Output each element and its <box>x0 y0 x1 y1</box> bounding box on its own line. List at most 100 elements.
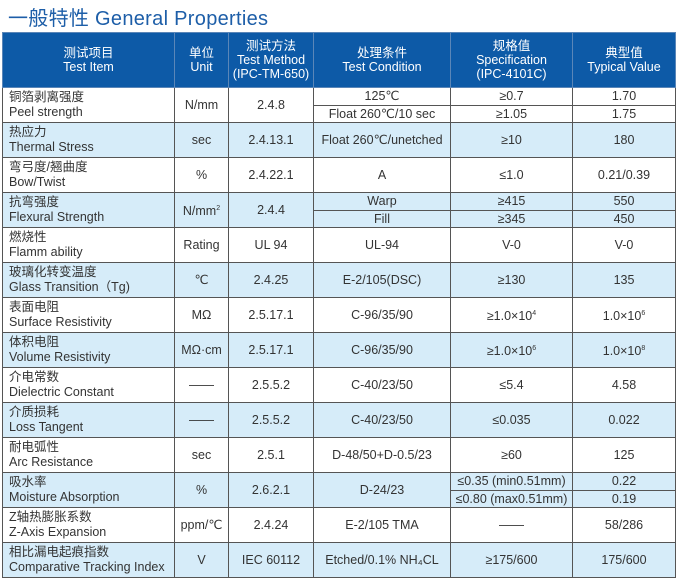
unit: sec <box>174 122 229 158</box>
condition: C-96/35/90 <box>313 332 451 368</box>
cell-text: ≥1.0×10 <box>486 309 533 324</box>
spec: ≥175/600 <box>450 542 573 578</box>
header-extra: (IPC-4101C) <box>476 67 547 81</box>
condition: Float 260℃/unetched <box>313 122 451 158</box>
cell-text: 2.6.2.1 <box>251 482 291 497</box>
item-en: Thermal Stress <box>9 140 94 154</box>
cell-text: 2.5.17.1 <box>248 307 294 322</box>
unit: Rating <box>174 227 229 263</box>
test-item: 吸水率 Moisture Absorption <box>2 472 175 508</box>
spec: —— <box>450 507 573 543</box>
header-en: Test Method <box>236 53 306 67</box>
column-header: 处理条件 Test Condition <box>313 32 451 88</box>
table-row: 吸水率 Moisture Absorption% 2.6.2.1 D-24/23 ≤0.… <box>2 472 676 508</box>
cell-text: 58/286 <box>604 517 644 532</box>
spec: ≤1.0 <box>450 157 573 193</box>
unit: ppm/℃ <box>174 507 229 543</box>
cell-text: 135 <box>613 272 635 287</box>
cell-text: % <box>195 167 208 182</box>
cell-text: C-40/23/50 <box>351 377 413 392</box>
cell-text: E-2/105 TMA <box>345 517 419 532</box>
condition: Fill <box>313 209 451 228</box>
header-zh: 典型值 <box>605 46 643 60</box>
item-zh: 介质损耗 <box>9 405 60 419</box>
item-zh: 热应力 <box>9 125 47 139</box>
item-en: Peel strength <box>9 105 83 119</box>
test-item: 表面电阻 Surface Resistivity <box>2 297 175 333</box>
spec: ≥60 <box>450 437 573 473</box>
condition: D-48/50+D-0.5/23 <box>313 437 451 473</box>
header-zh: 规格值 <box>492 39 531 53</box>
item-en: Moisture Absorption <box>9 490 120 504</box>
table-row: 耐电弧性 Arc Resistance sec 2.5.1 D-48/50+D-0.5/… <box>2 437 676 473</box>
header-zh: 测试项目 <box>63 46 114 60</box>
cell-text: V-0 <box>502 237 521 252</box>
item-zh: 体积电阻 <box>9 335 60 349</box>
cell-text: 550 <box>613 194 635 209</box>
item-zh: 耐电弧性 <box>9 440 60 454</box>
typical: 0.22 <box>572 472 676 491</box>
header-en: Test Item <box>63 60 114 74</box>
method: 2.5.17.1 <box>228 332 314 368</box>
unit: MΩ <box>174 297 229 333</box>
cell-text: ≥60 <box>501 447 522 462</box>
column-header: 规格值 Specification (IPC-4101C) <box>450 32 573 88</box>
cell-text: ≥1.05 <box>495 106 528 121</box>
condition: E-2/105 TMA <box>313 507 451 543</box>
cell-text: N/mm <box>184 97 219 112</box>
cell-text: sec <box>191 132 212 147</box>
cell-text: V <box>197 552 206 567</box>
test-item: 燃烧性 Flamm ability <box>2 227 175 263</box>
header-zh: 单位 <box>188 46 214 60</box>
cell-text: 0.21/0.39 <box>597 167 651 182</box>
cell-text: E-2/105(DSC) <box>342 272 422 287</box>
cell-text: ≤0.035 <box>492 412 531 427</box>
table-row: Z轴热膨胀系数 Z-Axis Expansion ppm/℃ 2.4.24 E-2/10… <box>2 507 676 543</box>
typical: 1.0×106 <box>572 297 676 333</box>
test-item: 铜箔剥离强度 Peel strength <box>2 87 175 123</box>
method: 2.4.24 <box>228 507 314 543</box>
spec: ≥345 <box>450 209 573 228</box>
method: 2.4.8 <box>228 87 314 123</box>
table-row: 相比漏电起痕指数 Comparative Tracking Index V IEC 6… <box>2 542 676 578</box>
cell-text: 2.4.8 <box>257 97 285 112</box>
column-header: 典型值 Typical Value <box>572 32 676 88</box>
test-item: 玻璃化转变温度 Glass Transition（Tg) <box>2 262 175 298</box>
cell-text: ≥0.7 <box>499 89 524 104</box>
cell-text: 1.0×10 <box>602 309 642 324</box>
cell-text: C-96/35/90 <box>351 307 413 322</box>
header-zh: 处理条件 <box>356 46 407 60</box>
column-header: 测试项目 Test Item <box>2 32 175 88</box>
cell-text: Float 260℃/unetched <box>321 132 443 147</box>
test-item: 弯弓度/翘曲度 Bow/Twist <box>2 157 175 193</box>
test-item: 热应力 Thermal Stress <box>2 122 175 158</box>
cell-text: ≥130 <box>497 272 526 287</box>
typical: 175/600 <box>572 542 676 578</box>
typical: 135 <box>572 262 676 298</box>
method: 2.4.25 <box>228 262 314 298</box>
item-zh: 铜箔剥离强度 <box>9 90 85 104</box>
item-zh: 燃烧性 <box>9 230 47 244</box>
item-zh: 相比漏电起痕指数 <box>9 545 110 559</box>
superscript: 4 <box>532 309 537 317</box>
spec: ≥1.0×106 <box>450 332 573 368</box>
typical: 58/286 <box>572 507 676 543</box>
superscript: 2 <box>216 204 221 212</box>
table-row: 抗弯强度 Flexural Strength N/mm2 2.4.4 Warp ≥415 5… <box>2 192 676 228</box>
cell-text: V-0 <box>614 237 634 252</box>
typical: 125 <box>572 437 676 473</box>
cell-text: 2.5.17.1 <box>248 342 294 357</box>
cell-text: UL-94 <box>364 237 400 252</box>
cell-text: 2.4.13.1 <box>248 132 294 147</box>
header-en: Test Condition <box>342 60 422 74</box>
spec: ≥0.7 <box>450 87 573 106</box>
condition: E-2/105(DSC) <box>313 262 451 298</box>
cell-text: 4.58 <box>611 377 637 392</box>
unit: N/mm <box>174 87 229 123</box>
item-en: Flamm ability <box>9 245 83 259</box>
spec: ≥1.0×104 <box>450 297 573 333</box>
typical: 0.19 <box>572 489 676 508</box>
method: 2.4.13.1 <box>228 122 314 158</box>
item-zh: 吸水率 <box>9 475 47 489</box>
header-extra: (IPC-TM-650) <box>232 67 310 81</box>
